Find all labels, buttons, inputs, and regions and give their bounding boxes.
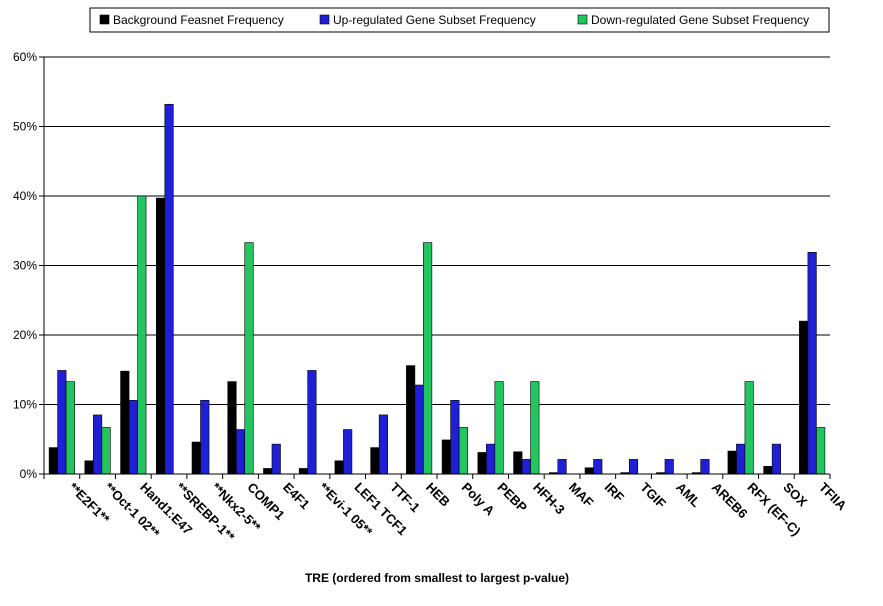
bar [378, 414, 388, 475]
y-tick-label: 60% [13, 50, 37, 64]
x-tick-label: TFIIA [816, 480, 850, 514]
bar [57, 370, 67, 475]
y-tick-label: 30% [13, 259, 37, 273]
bar [128, 400, 138, 475]
bar [164, 103, 174, 475]
bar [441, 439, 451, 475]
bar [244, 242, 254, 475]
bar [799, 320, 809, 475]
bar [200, 400, 210, 475]
bar [744, 381, 754, 475]
y-tick-label: 20% [13, 328, 37, 342]
axes [39, 56, 831, 479]
x-tick-label: AREB6 [709, 480, 751, 522]
x-tick-label: MAF [566, 480, 597, 511]
bar [93, 414, 103, 475]
x-tick-labels: **E2F1****Oct-1 02**Hand1:E47**SREBP-1**… [66, 480, 850, 545]
bar [736, 443, 746, 475]
bar [513, 451, 523, 475]
legend-box [89, 7, 830, 33]
bar [727, 450, 737, 475]
bar [628, 459, 639, 475]
bar [763, 466, 773, 475]
bar [486, 443, 496, 475]
y-tick-label: 50% [13, 120, 37, 134]
x-tick-label: SOX [780, 480, 810, 510]
x-tick-label: E4F1 [280, 480, 313, 513]
bar [521, 459, 531, 475]
legend: Background Feasnet Frequency Up-regulated… [89, 7, 830, 33]
bar [771, 443, 781, 475]
y-tick-label: 10% [13, 398, 37, 412]
legend-label: Down-regulated Gene Subset Frequency [591, 13, 809, 27]
y-tick-label: 40% [13, 189, 37, 203]
bar [593, 459, 603, 475]
bars [48, 103, 826, 475]
x-tick-label: PEBP [494, 480, 530, 516]
bar [155, 197, 166, 475]
legend-label: Up-regulated Gene Subset Frequency [333, 13, 536, 27]
bar [664, 459, 674, 475]
bar [298, 468, 309, 475]
bar [227, 381, 237, 475]
legend-swatch [577, 14, 588, 25]
bar [494, 381, 504, 475]
x-tick-label: AML [673, 480, 704, 511]
bar [84, 460, 94, 475]
bar [235, 429, 246, 475]
bar [191, 441, 201, 475]
bar [414, 384, 424, 475]
bar [307, 370, 317, 475]
bar [370, 447, 380, 475]
bar [450, 400, 460, 475]
legend-swatch [99, 14, 110, 25]
bar [271, 443, 281, 475]
bar [807, 251, 817, 475]
y-tick-labels: 0% 10% 20% 30% 40% 50% 60% [13, 50, 37, 481]
bar [334, 460, 344, 475]
bar [700, 459, 710, 475]
x-tick-label: Poly A [459, 480, 498, 519]
bar [263, 468, 273, 475]
x-tick-label: HFH-3 [530, 480, 568, 518]
bar [406, 365, 416, 475]
bar [137, 195, 147, 475]
bar [48, 447, 58, 475]
legend-label: Background Feasnet Frequency [113, 13, 284, 27]
bar [477, 452, 487, 475]
bar [65, 381, 75, 475]
x-tick-label: HEB [423, 480, 453, 510]
y-tick-label: 0% [20, 467, 38, 481]
legend-swatch [319, 14, 330, 25]
bar [557, 459, 567, 475]
gridlines [44, 56, 830, 405]
x-axis-title: TRE (ordered from smallest to largest p-… [305, 571, 569, 585]
bar [584, 467, 594, 475]
bar [530, 381, 540, 475]
x-tick-label: IRF [602, 480, 627, 505]
x-tick-label: TGIF [637, 480, 669, 512]
bar [816, 427, 826, 475]
bar [120, 370, 130, 475]
bar [458, 427, 468, 475]
bar [101, 427, 111, 475]
bar [343, 429, 353, 475]
bar [423, 242, 433, 475]
